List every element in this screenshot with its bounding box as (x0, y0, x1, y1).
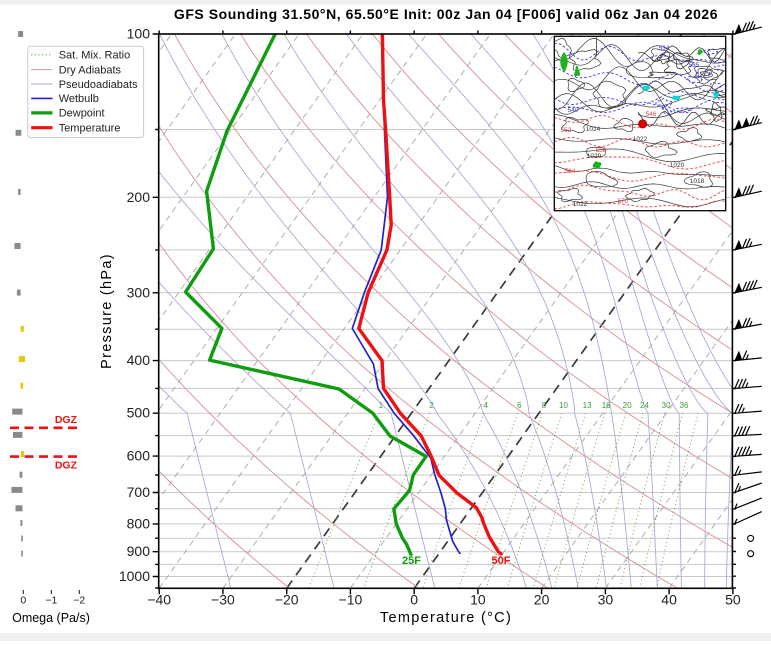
svg-text:Temperature: Temperature (59, 123, 121, 135)
svg-text:−2: −2 (73, 595, 85, 607)
svg-text:13: 13 (583, 401, 592, 410)
svg-text:564: 564 (565, 168, 576, 175)
svg-text:0: 0 (20, 595, 26, 607)
svg-text:40: 40 (661, 592, 677, 608)
svg-text:558: 558 (596, 147, 607, 154)
svg-text:Dry Adiabats: Dry Adiabats (59, 64, 122, 76)
svg-text:Wetbulb: Wetbulb (59, 93, 99, 105)
svg-text:16: 16 (602, 401, 611, 410)
svg-text:700: 700 (127, 484, 151, 500)
svg-text:552: 552 (561, 127, 572, 134)
svg-text:1020: 1020 (587, 153, 602, 160)
svg-text:−20: −20 (275, 592, 299, 608)
svg-text:30: 30 (598, 592, 614, 608)
svg-text:1: 1 (379, 401, 384, 410)
svg-text:Sat. Mix. Ratio: Sat. Mix. Ratio (59, 50, 131, 62)
svg-text:Temperature (°C): Temperature (°C) (380, 610, 512, 626)
svg-text:10: 10 (559, 401, 568, 410)
svg-text:10: 10 (470, 592, 486, 608)
svg-text:Dewpoint: Dewpoint (59, 108, 105, 120)
svg-text:−40: −40 (147, 592, 171, 608)
svg-text:6: 6 (517, 401, 522, 410)
svg-text:−10: −10 (339, 592, 363, 608)
svg-text:25F: 25F (402, 555, 421, 567)
svg-text:Omega (Pa/s): Omega (Pa/s) (12, 611, 90, 625)
svg-text:8: 8 (542, 401, 547, 410)
svg-text:800: 800 (127, 515, 151, 531)
svg-text:534: 534 (659, 45, 670, 52)
svg-text:0: 0 (410, 592, 418, 608)
svg-text:535: 535 (689, 62, 700, 69)
svg-text:2: 2 (429, 401, 434, 410)
svg-text:1018: 1018 (690, 178, 705, 185)
svg-text:36: 36 (680, 401, 689, 410)
svg-text:−1: −1 (45, 595, 57, 607)
svg-text:600: 600 (127, 448, 151, 464)
svg-text:1000: 1000 (119, 568, 150, 584)
svg-text:Pseudoadiabats: Pseudoadiabats (59, 79, 138, 91)
svg-text:1022: 1022 (633, 136, 648, 143)
svg-text:24: 24 (640, 401, 649, 410)
svg-text:4: 4 (483, 401, 488, 410)
svg-text:1020: 1020 (670, 162, 685, 169)
svg-text:570: 570 (618, 198, 629, 205)
svg-text:1024: 1024 (586, 126, 601, 133)
svg-text:400: 400 (127, 352, 151, 368)
svg-text:50F: 50F (492, 555, 511, 567)
svg-text:20: 20 (623, 401, 632, 410)
svg-text:DGZ: DGZ (55, 414, 78, 426)
svg-text:20: 20 (534, 592, 550, 608)
svg-text:200: 200 (127, 189, 151, 205)
svg-text:30: 30 (662, 401, 671, 410)
svg-text:GFS Sounding 31.50°N, 65.50°E: GFS Sounding 31.50°N, 65.50°E Init: 00z … (174, 6, 718, 22)
svg-text:540: 540 (568, 107, 579, 114)
svg-text:−30: −30 (211, 592, 235, 608)
svg-text:546: 546 (646, 111, 657, 118)
svg-text:50: 50 (725, 592, 741, 608)
svg-text:1022: 1022 (573, 201, 588, 208)
svg-text:300: 300 (127, 284, 151, 300)
svg-text:100: 100 (127, 26, 151, 42)
svg-text:Pressure (hPa): Pressure (hPa) (99, 253, 115, 369)
svg-text:DGZ: DGZ (55, 460, 78, 472)
svg-text:500: 500 (127, 405, 151, 421)
svg-text:900: 900 (127, 543, 151, 559)
